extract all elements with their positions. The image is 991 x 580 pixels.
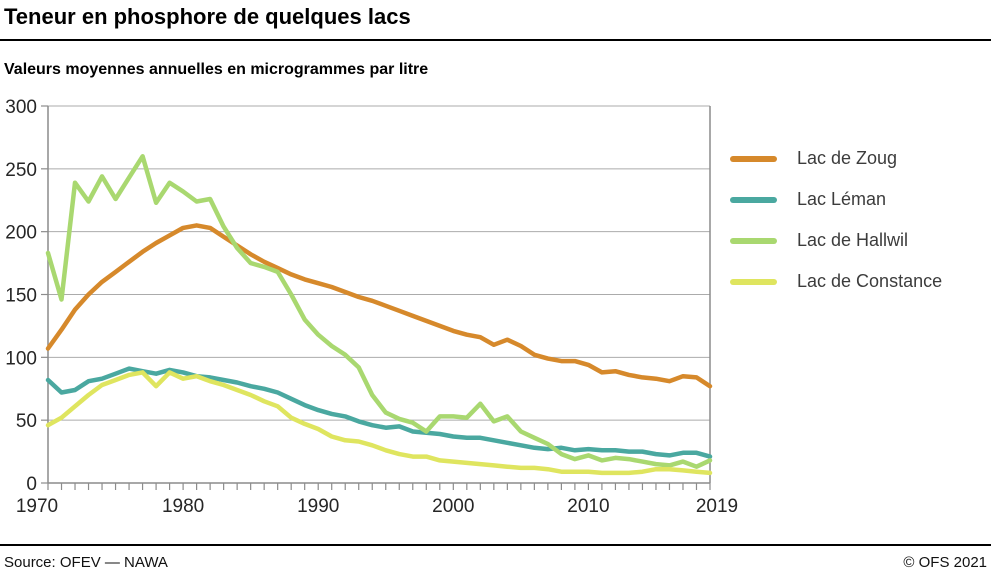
source-text: Source: OFEV — NAWA: [4, 554, 168, 571]
legend-item-lac-de-zoug: Lac de Zoug: [730, 138, 942, 179]
x-tick-label-2019: 2019: [696, 496, 738, 517]
legend-swatch-lac-de-hallwil: [730, 237, 777, 244]
y-tick-label-150: 150: [5, 286, 37, 307]
x-tick-label-1970: 1970: [16, 496, 58, 517]
gridlines: [48, 105, 710, 421]
legend-swatch-lac-de-zoug: [730, 155, 777, 162]
x-tick-label-1990: 1990: [297, 496, 339, 517]
copyright-text: © OFS 2021: [903, 554, 987, 571]
legend-item-lac-de-hallwil: Lac de Hallwil: [730, 220, 942, 261]
legend-item-lac-l-man: Lac Léman: [730, 179, 942, 220]
y-axis-ticks: 0 50 100 150 200 250 300: [5, 97, 48, 495]
title-divider: [0, 39, 991, 41]
legend-label-lac-l-man: Lac Léman: [797, 189, 887, 209]
legend-label-lac-de-zoug: Lac de Zoug: [797, 148, 898, 168]
legend-label-lac-de-hallwil: Lac de Hallwil: [797, 230, 909, 250]
series: [45, 154, 713, 476]
y-tick-label-50: 50: [16, 411, 37, 432]
chart-footer: Source: OFEV — NAWA © OFS 2021: [4, 554, 987, 571]
y-tick-label-100: 100: [5, 348, 37, 369]
y-tick-label-300: 300: [5, 97, 37, 118]
x-tick-label-2000: 2000: [432, 496, 474, 517]
x-axis-ticks: 1970 1980 1990 2000 2010 2019: [16, 483, 738, 517]
x-tick-label-1980: 1980: [162, 496, 204, 517]
legend: Lac de Zoug Lac Léman Lac de Hallwil Lac de…: [730, 138, 942, 302]
legend-swatch-lac-de-constance: [730, 278, 777, 285]
chart-title: Teneur en phosphore de quelques lacs: [4, 4, 411, 29]
legend-item-lac-de-constance: Lac de Constance: [730, 261, 942, 302]
legend-swatch-lac-l-man: [730, 196, 777, 203]
series-line-lac-l-man: [45, 366, 713, 459]
series-line-lac-de-zoug: [45, 223, 713, 389]
y-tick-label-200: 200: [5, 223, 37, 244]
series-line-lac-de-hallwil: [45, 154, 713, 469]
y-tick-label-250: 250: [5, 160, 37, 181]
y-tick-label-0: 0: [26, 474, 37, 495]
footer-divider: [0, 544, 991, 546]
x-tick-label-2010: 2010: [567, 496, 609, 517]
series-line-lac-de-constance: [45, 370, 713, 476]
chart-subtitle: Valeurs moyennes annuelles en microgramm…: [4, 61, 429, 78]
legend-label-lac-de-constance: Lac de Constance: [797, 271, 943, 291]
